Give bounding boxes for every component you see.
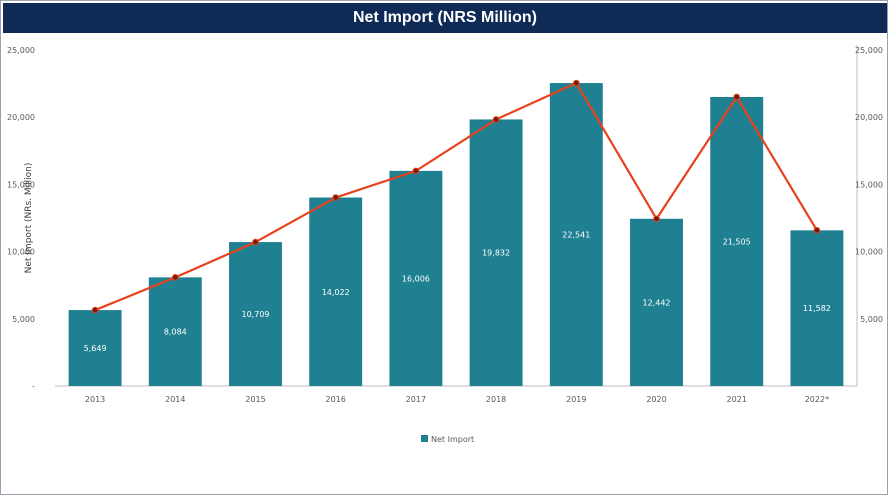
bar xyxy=(389,170,443,386)
x-tick-label: 2014 xyxy=(165,395,185,404)
bar-value-label: 21,505 xyxy=(723,237,751,246)
y-tick-label: 10,000 xyxy=(7,248,35,257)
legend-swatch xyxy=(421,435,428,442)
bar xyxy=(630,218,683,386)
bar xyxy=(148,277,202,386)
line-point xyxy=(813,227,821,234)
trend-line xyxy=(94,81,818,312)
bar-value-label: 14,022 xyxy=(322,288,350,297)
chart-title: Net Import (NRS Million) xyxy=(3,3,887,33)
bar-value-label: 16,006 xyxy=(402,274,430,283)
y-tick-label: 20,000 xyxy=(7,113,35,122)
bar-value-label: 19,832 xyxy=(482,249,510,258)
secondary-y-tick-label: 15,000 xyxy=(855,180,883,189)
x-tick-label: 2020 xyxy=(646,395,666,404)
secondary-y-tick-label: 25,000 xyxy=(855,46,883,55)
x-tick-label: 2013 xyxy=(85,395,105,404)
bar-value-label: 22,541 xyxy=(562,231,590,240)
bar xyxy=(549,83,603,387)
secondary-y-tick-label: 20,000 xyxy=(855,113,883,122)
bar-value-label: 12,442 xyxy=(643,298,671,307)
line-point xyxy=(332,194,340,201)
y-axis-title: Net Import (NRs. Million) xyxy=(24,163,34,274)
line-point xyxy=(252,238,259,246)
bar xyxy=(68,310,122,386)
x-tick-label: 2016 xyxy=(326,395,346,404)
line-point xyxy=(172,274,179,281)
y-tick-label: 25,000 xyxy=(7,46,35,55)
bar-value-label: 5,649 xyxy=(84,344,107,353)
bar xyxy=(710,96,764,386)
bar xyxy=(229,242,282,386)
x-tick-label: 2019 xyxy=(566,395,586,404)
y-tick-label: 5,000 xyxy=(12,315,35,324)
x-tick-label: 2022* xyxy=(805,395,829,404)
y-tick-label: 15,000 xyxy=(7,180,35,189)
bar xyxy=(790,230,844,386)
line-point xyxy=(653,215,660,223)
x-tick-label: 2021 xyxy=(727,395,747,404)
secondary-y-tick-label: 10,000 xyxy=(855,248,883,257)
legend-label: Net Import xyxy=(431,435,474,444)
line-point xyxy=(492,116,500,123)
bar xyxy=(469,119,523,386)
x-tick-label: 2018 xyxy=(486,395,506,404)
x-tick-label: 2015 xyxy=(245,395,265,404)
y-tick-label: - xyxy=(32,382,35,391)
bar xyxy=(309,197,363,386)
line-point xyxy=(412,167,420,175)
line-point xyxy=(91,306,99,314)
secondary-y-tick-label: 5,000 xyxy=(860,315,883,324)
line-point xyxy=(733,93,741,101)
x-tick-label: 2017 xyxy=(406,395,426,404)
bar-value-label: 10,709 xyxy=(242,310,270,319)
bar-value-label: 8,084 xyxy=(164,328,187,337)
bar-value-label: 11,582 xyxy=(803,304,831,313)
line-point xyxy=(573,79,580,87)
